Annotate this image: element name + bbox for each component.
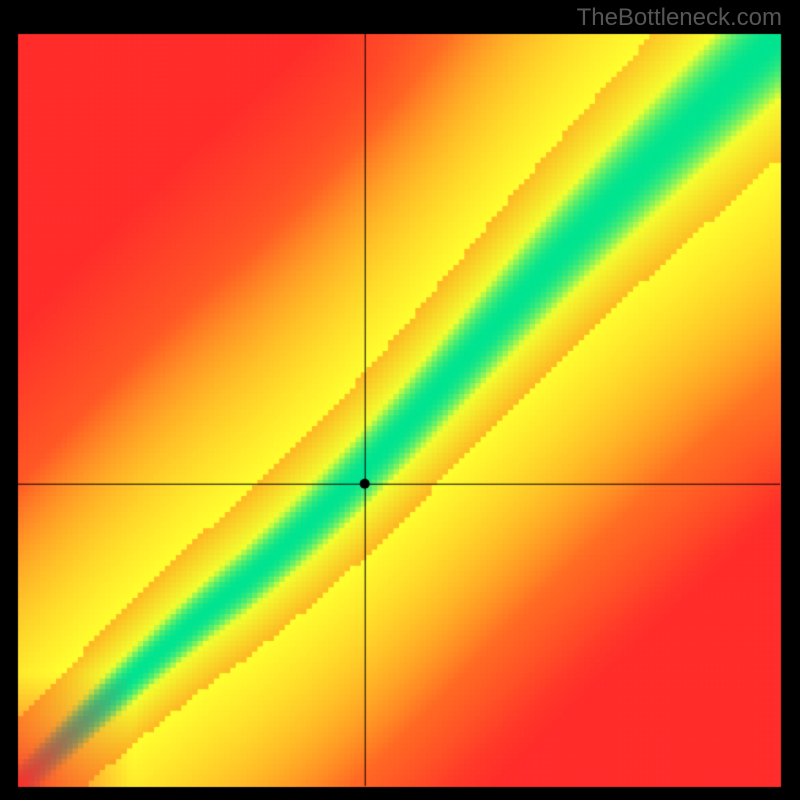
heatmap-canvas	[0, 0, 800, 800]
chart-container: TheBottleneck.com	[0, 0, 800, 800]
watermark-text: TheBottleneck.com	[577, 4, 782, 32]
